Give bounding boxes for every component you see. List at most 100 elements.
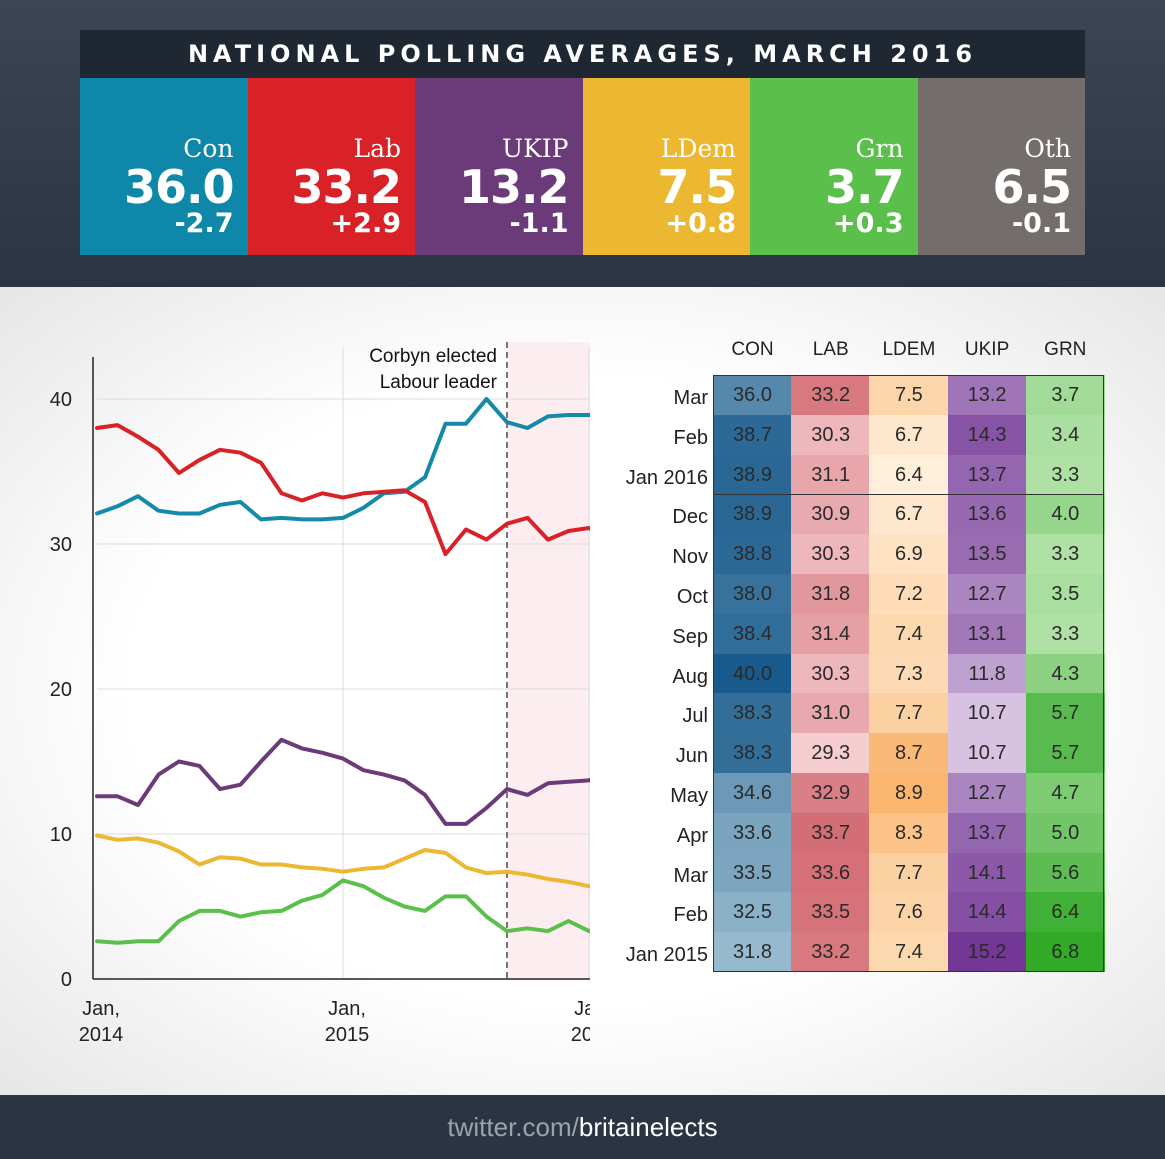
party-change: -1.1	[509, 208, 569, 239]
table-cell: 5.7	[1025, 693, 1105, 734]
table-cell: 6.7	[869, 414, 949, 455]
table-cell: 10.7	[947, 693, 1027, 734]
table-cell: 33.7	[791, 812, 871, 853]
table-cell: 13.7	[947, 812, 1027, 853]
party-value: 13.2	[459, 160, 569, 214]
table-cell: 5.7	[1025, 733, 1105, 774]
table-cell: 11.8	[947, 653, 1027, 694]
table-cell: 5.6	[1025, 852, 1105, 893]
row-label: Feb	[673, 904, 708, 927]
table-cell: 6.4	[869, 454, 949, 495]
table-cell: 7.7	[869, 693, 949, 734]
row-label: Dec	[672, 506, 708, 529]
x-tick-label: Jan, 2014	[79, 998, 124, 1046]
table-cell: 12.7	[947, 574, 1027, 614]
party-name: Oth	[1024, 134, 1071, 163]
party-value: 33.2	[291, 160, 402, 214]
table-cell: 30.3	[791, 414, 871, 455]
table-cell: 13.5	[947, 534, 1027, 575]
annotation-line1: Corbyn elected	[369, 346, 497, 367]
x-tick-label: Jan, 2015	[325, 998, 370, 1046]
row-label: Oct	[676, 586, 708, 608]
table-cell: 14.4	[947, 892, 1027, 933]
party-change: -2.7	[174, 208, 234, 239]
table-cell: 7.2	[869, 574, 949, 614]
table-cell: 7.7	[869, 852, 949, 893]
year-divider	[713, 494, 1104, 495]
table-cell: 38.9	[713, 494, 792, 535]
table-cell: 3.4	[1025, 414, 1105, 455]
table-cell: 40.0	[713, 653, 792, 694]
table-cell: 3.3	[1025, 613, 1105, 654]
party-change: +2.9	[330, 208, 401, 239]
series-line-2	[95, 737, 590, 826]
row-label: May	[670, 785, 708, 807]
party-card-oth: Oth 6.5 -0.1	[917, 78, 1085, 255]
footer-handle[interactable]: britainelects	[578, 1112, 718, 1142]
y-tick-label: 20	[50, 679, 72, 701]
table-cell: 31.4	[791, 613, 871, 654]
y-tick-label: 40	[50, 389, 72, 411]
row-label: Aug	[672, 665, 708, 688]
row-label: Jan 2016	[625, 466, 708, 489]
table-cell: 3.7	[1025, 375, 1105, 415]
table-cell: 7.6	[869, 892, 949, 933]
table-cell: 14.3	[947, 414, 1027, 455]
row-label: Apr	[676, 824, 708, 847]
table-cell: 13.6	[947, 494, 1027, 535]
table-cell: 13.7	[947, 454, 1027, 495]
table-border	[713, 375, 1104, 972]
row-label: Jan 2015	[625, 944, 708, 967]
table-cell: 32.5	[713, 892, 792, 933]
table-cell: 3.3	[1025, 454, 1105, 495]
table-cell: 38.7	[713, 414, 792, 455]
chart-panel: 0 10 20 30 40 Jan,2014 Jan,2015 Jan,2016 Corbyn …	[0, 287, 1165, 1095]
table-cell: 33.2	[791, 375, 871, 415]
table-cell: 8.3	[869, 812, 949, 853]
series-line-0	[95, 397, 590, 522]
party-name: Con	[183, 134, 234, 163]
party-card-con: Con 36.0 -2.7	[80, 78, 248, 255]
page-title: NATIONAL POLLING AVERAGES, MARCH 2016	[80, 30, 1085, 78]
table-cell: 5.0	[1025, 812, 1105, 853]
table-cell: 29.3	[791, 733, 871, 774]
series-line-3	[95, 833, 590, 889]
column-header: CON	[731, 339, 774, 360]
table-cell: 4.0	[1025, 494, 1105, 535]
party-change: +0.3	[833, 208, 904, 239]
table-cell: 31.1	[791, 454, 871, 495]
table-cell: 3.5	[1025, 574, 1105, 614]
table-cell: 4.3	[1025, 653, 1105, 694]
table-cell: 38.8	[713, 534, 792, 575]
table-cell: 8.7	[869, 733, 949, 774]
table-cell: 38.3	[713, 733, 792, 774]
table-cell: 4.7	[1025, 773, 1105, 813]
table-cell: 6.4	[1025, 892, 1105, 933]
table-cell: 31.8	[791, 574, 871, 614]
table-cell: 8.9	[869, 773, 949, 813]
table-cell: 10.7	[947, 733, 1027, 774]
table-cell: 33.2	[791, 932, 871, 973]
party-cards: Con 36.0 -2.7 Lab 33.2 +2.9 UKIP 13.2 -1.1 LDem 7.…	[80, 78, 1085, 255]
column-header: LAB	[812, 339, 849, 360]
party-name: LDem	[660, 134, 736, 163]
table-cell: 13.1	[947, 613, 1027, 654]
series-line-4	[95, 878, 590, 945]
table-cell: 3.3	[1025, 534, 1105, 575]
table-cell: 38.9	[713, 454, 792, 495]
table-cell: 12.7	[947, 773, 1027, 813]
y-tick-label: 30	[50, 534, 72, 556]
table-cell: 7.5	[869, 375, 949, 415]
table-cell: 30.3	[791, 534, 871, 575]
party-name: Lab	[353, 134, 401, 163]
footer: twitter.com/britainelects	[0, 1095, 1165, 1159]
table-cell: 14.1	[947, 852, 1027, 893]
polling-line-chart: 0 10 20 30 40 Jan,2014 Jan,2015 Jan,2016 Corbyn …	[50, 342, 590, 1046]
table-cell: 6.9	[869, 534, 949, 575]
row-label: Jun	[675, 745, 708, 768]
party-value: 36.0	[124, 160, 234, 214]
y-tick-label: 0	[61, 969, 72, 991]
row-label: Mar	[673, 387, 708, 409]
table-cell: 31.0	[791, 693, 871, 734]
table-cell: 6.7	[869, 494, 949, 535]
